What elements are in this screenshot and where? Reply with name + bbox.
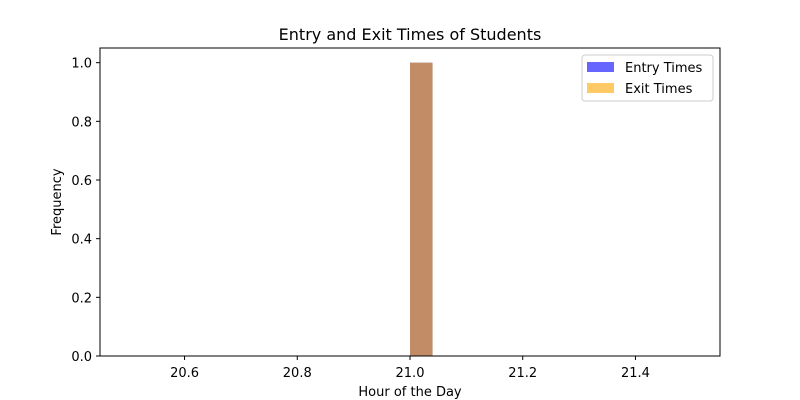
chart-title: Entry and Exit Times of Students [279, 25, 542, 44]
y-tick-label: 0.2 [71, 291, 92, 306]
y-tick-label: 0.0 [71, 350, 92, 365]
x-axis-label: Hour of the Day [358, 385, 462, 400]
legend-swatch [587, 62, 614, 72]
y-axis-label: Frequency [50, 168, 65, 235]
legend-swatch [587, 83, 614, 93]
x-tick-label: 21.2 [508, 366, 537, 381]
y-tick-label: 0.8 [71, 115, 92, 130]
y-tick-label: 0.4 [71, 233, 92, 248]
legend-label: Entry Times [625, 61, 703, 76]
y-axis-ticks: 0.0 0.2 0.4 0.6 0.8 1.0 [71, 57, 100, 365]
legend-box [581, 54, 714, 102]
legend-label: Exit Times [625, 82, 693, 97]
x-tick-label: 20.8 [283, 366, 312, 381]
y-tick-label: 1.0 [71, 57, 92, 72]
y-tick-label: 0.6 [71, 174, 92, 189]
x-tick-label: 21.4 [621, 366, 650, 381]
bars-layer [410, 62, 433, 357]
x-tick-label: 20.6 [170, 366, 199, 381]
legend: Entry Times Exit Times [581, 54, 714, 102]
bar-exit-times-0 [410, 62, 433, 357]
x-axis-ticks: 20.6 20.8 21.0 21.2 21.4 [170, 356, 650, 381]
x-tick-label: 21.0 [396, 366, 425, 381]
